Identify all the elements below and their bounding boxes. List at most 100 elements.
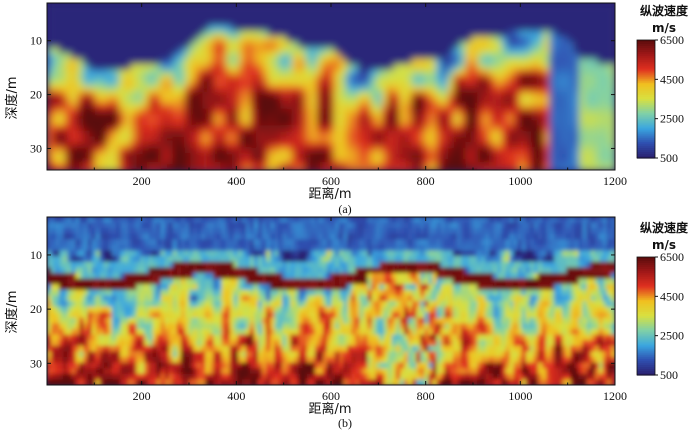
heatmap-cell	[91, 273, 97, 280]
heatmap-cell	[452, 228, 458, 235]
heatmap-cell	[468, 261, 474, 269]
heatmap-cell	[345, 3, 353, 10]
heatmap-cell	[64, 92, 72, 99]
heatmap-cell	[280, 147, 287, 155]
heatmap-cell	[111, 245, 117, 252]
heatmap-cell	[399, 25, 407, 32]
heatmap-cell	[363, 222, 369, 229]
heatmap-cell	[106, 58, 114, 66]
heatmap-cell	[444, 217, 450, 224]
heatmap-cell	[555, 164, 562, 170]
heatmap-cell	[148, 284, 154, 291]
heatmap-cell	[333, 58, 341, 66]
heatmap-cell	[304, 114, 311, 121]
heatmap-cell	[339, 289, 344, 297]
heatmap-cell	[393, 58, 401, 66]
heatmap-cell	[411, 92, 419, 99]
heatmap-cell	[115, 256, 121, 263]
heatmap-cell	[387, 41, 395, 49]
heatmap-cell	[537, 267, 543, 274]
heatmap-cell	[226, 36, 234, 43]
heatmap-cell	[241, 228, 247, 235]
heatmap-cell	[505, 284, 511, 291]
heatmap-cell	[387, 273, 393, 280]
heatmap-cell	[345, 147, 353, 155]
heatmap-cell	[609, 108, 615, 116]
heatmap-cell	[302, 289, 308, 297]
heatmap-cell	[184, 36, 192, 43]
heatmap-cell	[196, 19, 204, 27]
heatmap-cell	[333, 86, 341, 93]
heatmap-cell	[292, 86, 299, 93]
heatmap-cell	[82, 58, 90, 66]
heatmap-cell	[367, 217, 373, 224]
heatmap-cell	[477, 228, 482, 235]
heatmap-cell	[420, 217, 426, 224]
heatmap-cell	[598, 278, 604, 285]
heatmap-cell	[416, 228, 422, 235]
heatmap-cell	[232, 30, 240, 38]
heatmap-cell	[298, 284, 304, 291]
heatmap-cell	[88, 19, 96, 27]
heatmap-cell	[375, 86, 383, 93]
heatmap-cell	[567, 80, 574, 88]
heatmap-cell	[226, 30, 234, 38]
heatmap-cell	[411, 25, 419, 32]
heatmap-cell	[118, 41, 126, 49]
heatmap-cell	[67, 233, 73, 241]
heatmap-cell	[76, 14, 84, 21]
heatmap-cell	[76, 53, 84, 60]
heatmap-cell	[47, 289, 52, 297]
heatmap-cell	[55, 256, 60, 263]
heatmap-cell	[64, 3, 72, 10]
heatmap-cell	[558, 245, 564, 252]
heatmap-cell	[184, 267, 190, 274]
heatmap-cell	[322, 41, 329, 49]
heatmap-cell	[160, 295, 166, 302]
heatmap-cell	[429, 3, 437, 10]
heatmap-cell	[82, 142, 90, 149]
heatmap-cell	[290, 273, 296, 280]
heatmap-cell	[326, 239, 332, 246]
heatmap-cell	[154, 86, 162, 93]
heatmap-cell	[513, 222, 519, 229]
heatmap-cell	[115, 228, 121, 235]
heatmap-cell	[432, 245, 438, 252]
heatmap-cell	[268, 142, 275, 149]
heatmap-cell	[148, 261, 154, 269]
heatmap-cell	[549, 114, 557, 121]
heatmap-cell	[590, 267, 596, 274]
heatmap-cell	[597, 131, 604, 138]
heatmap-cell	[573, 125, 580, 132]
colorbar-segment	[637, 79, 655, 82]
heatmap-cell	[322, 114, 329, 121]
heatmap-cell	[371, 267, 377, 274]
heatmap-cell	[278, 239, 284, 246]
heatmap-cell	[178, 80, 186, 88]
heatmap-cell	[268, 36, 275, 43]
heatmap-cell	[501, 256, 507, 263]
heatmap-cell	[355, 289, 361, 297]
heatmap-cell	[395, 222, 401, 229]
heatmap-cell	[106, 164, 114, 170]
heatmap-cell	[459, 25, 467, 32]
heatmap-cell	[533, 217, 539, 224]
heatmap-cell	[144, 273, 150, 280]
heatmap-cell	[591, 30, 598, 38]
heatmap-cell	[184, 58, 192, 66]
heatmap-cell	[124, 267, 129, 274]
heatmap-cell	[573, 86, 580, 93]
heatmap-cell	[453, 97, 461, 104]
heatmap-cell	[106, 14, 114, 21]
heatmap-cell	[582, 284, 588, 291]
heatmap-cell	[152, 256, 158, 263]
heatmap-cell	[190, 136, 198, 143]
heatmap-cell	[549, 53, 557, 60]
heatmap-cell	[322, 86, 329, 93]
heatmap-cell	[106, 153, 114, 160]
heatmap-cell	[493, 228, 499, 235]
heatmap-cell	[525, 136, 533, 143]
heatmap-cell	[375, 58, 383, 66]
heatmap-cell	[111, 228, 117, 235]
